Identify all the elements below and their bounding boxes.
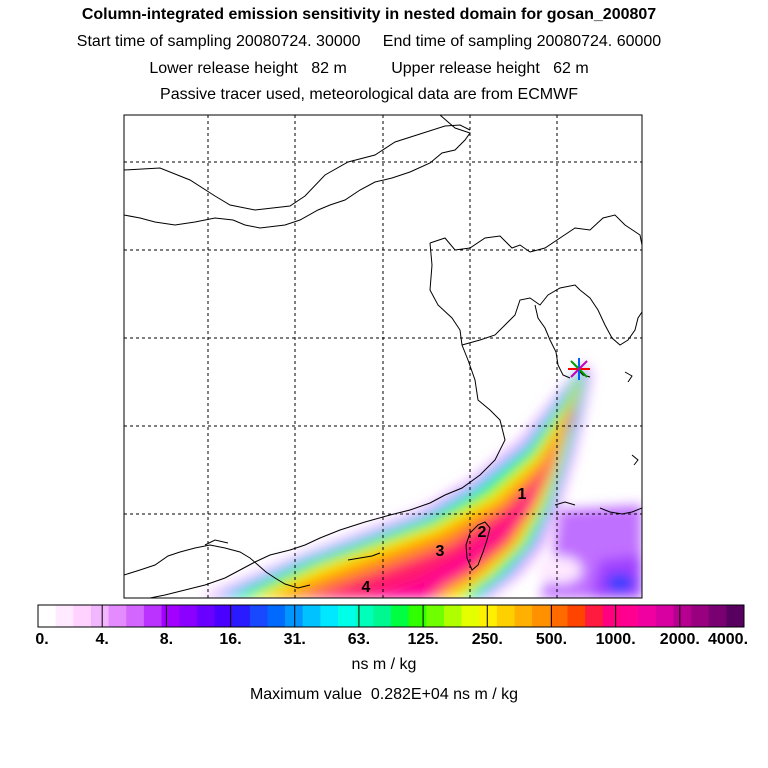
receptor-star-marker [568,358,590,380]
colorbar-swatch [55,605,74,627]
sensitivity-field [200,362,642,598]
region-label-1: 1 [518,486,527,503]
colorbar-swatch [532,605,551,627]
grid-lines [124,115,642,598]
colorbar-swatch [549,605,568,627]
colorbar-tick-label: 2000. [659,631,700,648]
colorbar-tick-label: 31. [283,631,306,648]
colorbar-unit: ns m / kg [351,656,417,673]
colorbar-swatch [232,605,251,627]
colorbar-swatch [285,605,304,627]
colorbar-tick-label: 0. [35,631,49,648]
colorbar-swatch [302,605,321,627]
colorbar-swatch [38,605,57,627]
colorbar [38,605,745,627]
colorbar-swatch [567,605,586,627]
colorbar-swatch [655,605,674,627]
region-label-4: 4 [362,579,371,596]
colorbar-swatch [426,605,445,627]
colorbar-swatch [90,605,110,627]
colorbar-swatch [620,605,639,627]
colorbar-swatch [726,605,745,627]
colorbar-swatch [443,605,463,627]
region-label-2: 2 [478,524,487,541]
map-frame [123,114,643,599]
colorbar-tick-label: 4000. [707,631,749,648]
colorbar-swatch [320,605,339,627]
colorbar-tick-label: 8. [159,631,174,648]
colorbar-swatch [179,605,198,627]
release-heights: Lower release height 82 m Upper release … [149,60,589,77]
map-area: 1 2 3 4 [124,115,642,598]
colorbar-swatch [214,605,233,627]
colorbar-tick-label: 4. [95,631,109,648]
colorbar-swatch [673,605,692,627]
colorbar-swatch [108,605,127,627]
colorbar-swatch [73,605,92,627]
colorbar-swatch [496,605,516,627]
colorbar-swatch [602,605,621,627]
colorbar-swatch [585,605,604,627]
coastlines [124,115,642,598]
colorbar-swatch [391,605,410,627]
colorbar-swatch [408,605,427,627]
colorbar-swatch [126,605,145,627]
colorbar-swatch [479,605,498,627]
colorbar-swatch [196,605,215,627]
colorbar-tick-label: 63. [347,631,371,648]
colorbar-swatch [161,605,180,627]
colorbar-swatch [338,605,357,627]
colorbar-swatch [143,605,163,627]
colorbar-swatch [267,605,286,627]
colorbar-tick-label: 500. [535,631,568,648]
colorbar-swatch [461,605,480,627]
colorbar-swatch [638,605,657,627]
colorbar-swatch [691,605,710,627]
colorbar-swatch [373,605,392,627]
colorbar-swatch [355,605,374,627]
colorbar-tick-label: 250. [471,631,503,648]
colorbar-tick-label: 16. [219,631,242,648]
region-label-3: 3 [436,543,445,560]
colorbar-frame [37,604,745,628]
colorbar-swatch [249,605,268,627]
plot-title: Column-integrated emission sensitivity i… [81,6,657,23]
colorbar-swatch [514,605,533,627]
sampling-time: Start time of sampling 20080724. 30000 E… [76,33,662,50]
maximum-value: Maximum value 0.282E+04 ns m / kg [249,686,519,703]
tracer-info: Passive tracer used, meteorological data… [160,86,578,103]
colorbar-tick-label: 125. [407,631,439,648]
colorbar-tick-label: 1000. [595,631,636,648]
colorbar-swatch [708,605,727,627]
